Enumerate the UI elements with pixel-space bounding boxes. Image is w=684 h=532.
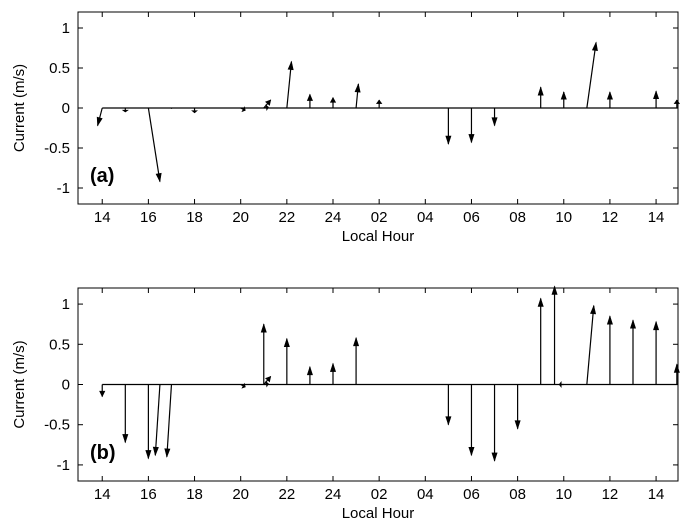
x-tick-label: 08	[509, 486, 526, 503]
vector-arrowhead	[329, 362, 337, 372]
x-tick-label: 22	[279, 209, 296, 226]
y-tick-label: -0.5	[44, 140, 70, 157]
vector-arrowhead	[375, 99, 383, 104]
x-tick-label: 06	[463, 209, 480, 226]
x-tick-label: 16	[140, 209, 157, 226]
vector-arrowhead	[445, 135, 452, 145]
y-axis-label: Current (m/s)	[11, 64, 28, 152]
x-tick-label: 04	[417, 209, 434, 226]
x-tick-label: 10	[555, 209, 572, 226]
x-tick-label: 02	[371, 209, 388, 226]
x-tick-label: 24	[325, 209, 342, 226]
x-tick-label: 14	[94, 209, 111, 226]
x-tick-label: 24	[325, 486, 342, 503]
x-tick-label: 18	[186, 209, 203, 226]
vector-arrowhead	[164, 448, 171, 458]
vector-arrowhead	[306, 93, 313, 101]
vector-arrowhead	[152, 446, 159, 457]
x-axis-label: Local Hour	[342, 228, 415, 245]
vector-arrowhead	[491, 452, 498, 462]
vector-arrowhead	[354, 83, 361, 93]
current-vector	[147, 107, 161, 182]
vector-arrowhead	[122, 434, 129, 444]
current-vector	[586, 305, 595, 385]
y-axis-label: Current (m/s)	[11, 340, 28, 428]
y-tick-label: 0.5	[49, 336, 70, 353]
panel-label: (a)	[90, 165, 114, 187]
x-tick-label: 22	[279, 486, 296, 503]
x-tick-label: 14	[648, 486, 665, 503]
vector-arrowhead	[265, 375, 272, 383]
vector-arrowhead	[287, 60, 294, 71]
vector-arrowhead	[145, 450, 152, 460]
vector-arrowhead	[673, 99, 681, 104]
vector-arrowhead	[606, 91, 613, 100]
vector-arrowhead	[329, 96, 337, 103]
vector-arrowhead	[191, 110, 198, 114]
vector-arrowhead	[653, 320, 660, 331]
vector-arrowhead	[468, 134, 475, 144]
x-tick-label: 12	[602, 209, 619, 226]
x-tick-label: 20	[232, 209, 249, 226]
panel-b: -1 -0.5 0 0.5 1 14 16 18 20 22 24 02 04 06 08 10 12 14 Loc…	[11, 285, 680, 522]
vector-arrowhead	[265, 380, 269, 388]
vector-arrowhead	[353, 336, 360, 347]
x-tick-label: 18	[186, 486, 203, 503]
x-tick-label: 12	[602, 486, 619, 503]
y-tick-label: -1	[57, 180, 70, 197]
current-vector	[166, 384, 173, 457]
vector-arrowhead	[491, 117, 498, 127]
vector-arrowhead	[590, 304, 597, 315]
vector-arrowhead	[468, 446, 475, 457]
vector-arrowhead	[673, 363, 680, 373]
y-tick-label: 1	[62, 20, 70, 37]
x-tick-label: 08	[509, 209, 526, 226]
vector-arrowhead	[265, 104, 269, 112]
vector-arrowhead	[96, 116, 103, 127]
x-tick-label: 20	[232, 486, 249, 503]
current-vector	[586, 42, 597, 109]
x-tick-label: 14	[648, 209, 665, 226]
x-tick-label: 06	[463, 486, 480, 503]
y-tick-label: -1	[57, 457, 70, 474]
vector-arrowhead	[241, 106, 246, 113]
vector-arrowhead	[537, 86, 544, 96]
y-tick-label: -0.5	[44, 417, 70, 434]
x-tick-label: 10	[555, 486, 572, 503]
x-tick-label: 04	[417, 486, 434, 503]
vector-arrowhead	[606, 315, 613, 325]
x-tick-label: 14	[94, 486, 111, 503]
vector-arrowhead	[558, 381, 562, 388]
vector-arrowhead	[283, 337, 290, 347]
x-tick-label: 16	[140, 486, 157, 503]
vector-arrowhead	[265, 99, 272, 106]
x-axis-label: Local Hour	[342, 505, 415, 522]
vector-arrowhead	[121, 109, 129, 113]
vector-arrowhead	[306, 365, 313, 376]
y-tick-label: 0	[62, 100, 70, 117]
vector-arrowhead	[514, 420, 521, 430]
vector-arrowhead	[155, 172, 162, 183]
vector-arrowhead	[241, 382, 246, 389]
vector-arrowhead	[560, 91, 567, 100]
vector-arrowhead	[591, 41, 598, 52]
y-tick-label: 1	[62, 296, 70, 313]
current-vector	[154, 384, 161, 456]
x-tick-label: 02	[371, 486, 388, 503]
vector-arrowhead	[445, 416, 452, 426]
vector-arrowhead	[653, 90, 660, 100]
y-tick-label: 0	[62, 377, 70, 394]
vector-arrowhead	[99, 390, 106, 398]
vector-arrowhead	[551, 285, 558, 295]
y-tick-label: 0.5	[49, 60, 70, 77]
vector-arrowhead	[260, 323, 267, 333]
panel-a: -1 -0.5 0 0.5 1 14 16 18 20 22 24 02 04 06 08 10 12 14 Loc…	[11, 11, 681, 245]
vector-arrowhead	[629, 319, 637, 329]
vector-arrowhead	[537, 297, 544, 307]
panel-label: (b)	[90, 442, 116, 464]
